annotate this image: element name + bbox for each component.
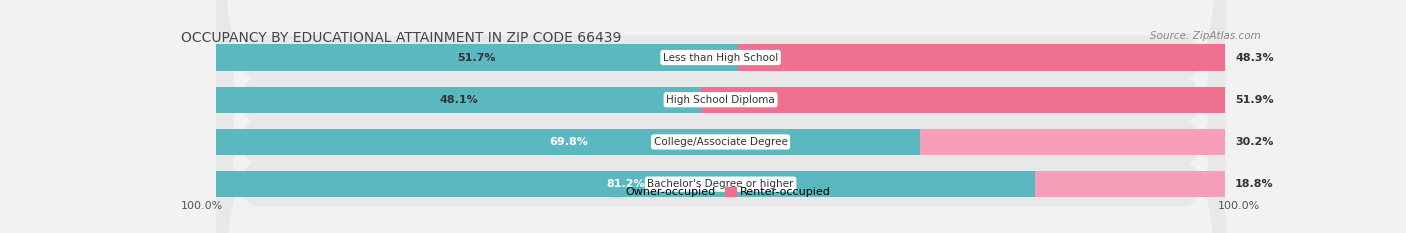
Bar xyxy=(217,171,1035,197)
Text: Less than High School: Less than High School xyxy=(664,52,778,62)
FancyBboxPatch shape xyxy=(217,0,1225,233)
Text: 51.9%: 51.9% xyxy=(1234,95,1274,105)
Text: 81.2%: 81.2% xyxy=(606,179,645,189)
Legend: Owner-occupied, Renter-occupied: Owner-occupied, Renter-occupied xyxy=(606,183,835,202)
Text: 51.7%: 51.7% xyxy=(458,52,496,62)
Text: OCCUPANCY BY EDUCATIONAL ATTAINMENT IN ZIP CODE 66439: OCCUPANCY BY EDUCATIONAL ATTAINMENT IN Z… xyxy=(181,31,621,45)
Bar xyxy=(217,129,921,155)
Text: College/Associate Degree: College/Associate Degree xyxy=(654,137,787,147)
Bar xyxy=(217,87,702,113)
Bar xyxy=(1035,171,1225,197)
Text: 100.0%: 100.0% xyxy=(181,201,224,211)
FancyBboxPatch shape xyxy=(217,0,1225,233)
Text: Bachelor's Degree or higher: Bachelor's Degree or higher xyxy=(647,179,794,189)
FancyBboxPatch shape xyxy=(217,0,1225,233)
Text: High School Diploma: High School Diploma xyxy=(666,95,775,105)
Text: 30.2%: 30.2% xyxy=(1234,137,1274,147)
Bar xyxy=(217,45,738,71)
Text: Source: ZipAtlas.com: Source: ZipAtlas.com xyxy=(1150,31,1260,41)
FancyBboxPatch shape xyxy=(217,0,1225,233)
Text: 48.3%: 48.3% xyxy=(1234,52,1274,62)
Text: 48.1%: 48.1% xyxy=(440,95,478,105)
Bar xyxy=(738,45,1225,71)
Text: 69.8%: 69.8% xyxy=(548,137,588,147)
Bar xyxy=(702,87,1225,113)
Bar xyxy=(921,129,1225,155)
Text: 100.0%: 100.0% xyxy=(1218,201,1260,211)
Text: 18.8%: 18.8% xyxy=(1234,179,1274,189)
